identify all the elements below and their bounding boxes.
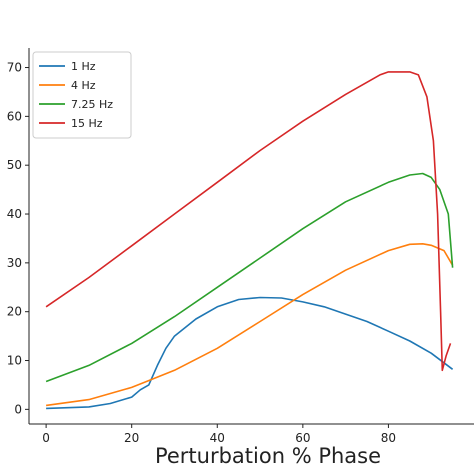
series-line-4-hz	[45, 243, 454, 407]
legend-label-7-25-hz: 7.25 Hz	[71, 98, 113, 111]
x-tick-label: 20	[124, 431, 139, 445]
y-tick-label: 30	[7, 256, 22, 270]
legend-box	[32, 51, 132, 139]
legend-label-4-hz: 4 Hz	[71, 79, 96, 92]
x-tick-label: 80	[381, 431, 396, 445]
axes-layer: 0 10 20 30 40 50 60 70 0 20 40 60 80	[7, 48, 474, 445]
series-layer	[45, 71, 454, 410]
y-tick-label: 60	[7, 109, 22, 123]
series-line-7-25-hz	[45, 172, 454, 383]
y-tick-label: 70	[7, 61, 22, 75]
legend-label-15-hz: 15 Hz	[71, 117, 103, 130]
y-tick-label: 10	[7, 354, 22, 368]
x-tick-label: 40	[210, 431, 225, 445]
series-line-15-hz	[45, 71, 452, 372]
legend-label-1-hz: 1 Hz	[71, 60, 96, 73]
y-tick-label: 40	[7, 207, 22, 221]
y-tick-label: 0	[14, 402, 22, 416]
y-tick-label: 50	[7, 158, 22, 172]
legend: 1 Hz 4 Hz 7.25 Hz 15 Hz	[32, 51, 132, 139]
x-tick-label: 60	[295, 431, 310, 445]
x-tick-label: 0	[42, 431, 50, 445]
series-line-1-hz	[46, 296, 454, 410]
y-tick-label: 20	[7, 305, 22, 319]
x-axis-label: Perturbation % Phase	[155, 444, 381, 468]
